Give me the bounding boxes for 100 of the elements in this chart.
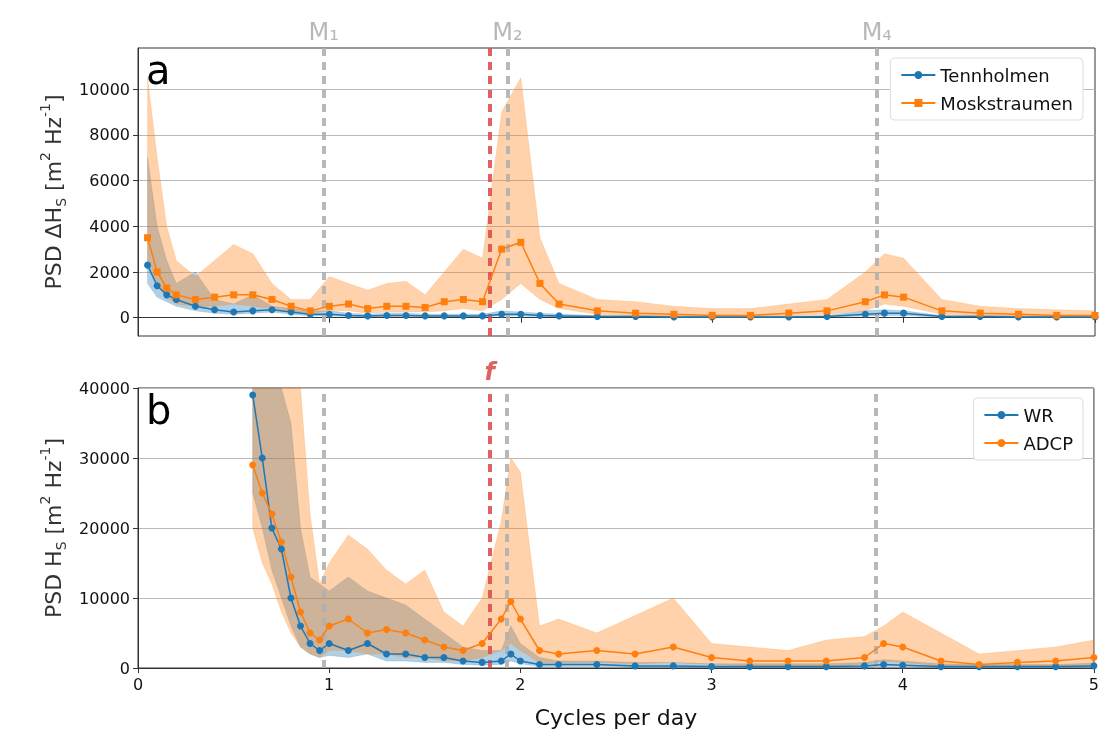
point: [536, 279, 544, 287]
point: [938, 313, 946, 321]
point: [363, 640, 371, 647]
point: [249, 461, 257, 469]
point: [325, 302, 333, 310]
point: [497, 657, 505, 665]
point: [144, 234, 152, 242]
point: [440, 312, 448, 320]
point: [172, 291, 180, 299]
point: [1090, 654, 1098, 661]
point: [880, 309, 888, 317]
x-tick-label: 4: [897, 674, 908, 694]
point: [249, 291, 257, 299]
point: [555, 650, 563, 658]
point: [402, 650, 410, 658]
point: [746, 657, 754, 665]
point: [861, 654, 868, 661]
legend-label: WR: [1023, 404, 1054, 426]
ref-line-label: M₂: [492, 18, 523, 46]
point: [402, 629, 410, 637]
y-tick-label: 40000: [79, 378, 130, 398]
point: [402, 311, 410, 319]
point: [230, 291, 238, 299]
point: [277, 545, 285, 553]
point: [861, 662, 868, 670]
point: [316, 636, 324, 644]
point: [516, 657, 524, 665]
point: [900, 293, 908, 301]
legend-label: Moskstraumen: [940, 92, 1073, 114]
point: [268, 306, 276, 314]
y-tick-label: 4000: [89, 216, 130, 236]
point: [345, 300, 353, 308]
point: [823, 313, 831, 321]
legend-label: ADCP: [1023, 432, 1074, 454]
point: [153, 268, 161, 276]
point: [191, 302, 199, 310]
point: [440, 654, 448, 661]
point: [421, 312, 429, 320]
point: [861, 310, 869, 318]
point: [459, 647, 467, 654]
point: [421, 303, 429, 311]
ref-line-label: M₁: [308, 18, 339, 46]
point: [498, 310, 506, 318]
point: [938, 307, 946, 315]
point: [976, 309, 984, 317]
point: [899, 643, 907, 651]
point: [344, 615, 352, 623]
x-tick-label: 5: [1088, 674, 1099, 694]
point: [268, 510, 276, 518]
point: [555, 661, 563, 668]
point: [144, 261, 152, 269]
point: [277, 538, 285, 546]
x-axis-title: Cycles per day: [534, 704, 698, 730]
y-tick-label: 0: [119, 658, 130, 678]
point: [402, 302, 410, 310]
y-tick-label: 6000: [89, 171, 130, 191]
point: [880, 640, 888, 647]
point: [1090, 662, 1098, 670]
point: [383, 302, 391, 310]
y-tick-label: 30000: [79, 448, 130, 468]
point: [822, 663, 830, 671]
point: [593, 313, 601, 321]
y-tick-label: 10000: [79, 588, 130, 608]
annotation: a: [146, 47, 171, 93]
point: [536, 311, 544, 319]
point: [297, 622, 304, 630]
point: [364, 305, 372, 313]
point: [535, 661, 543, 668]
point: [880, 291, 888, 299]
point: [555, 300, 563, 308]
point: [517, 238, 525, 246]
point: [507, 650, 515, 658]
point: [297, 608, 304, 616]
point: [822, 657, 830, 665]
point: [230, 308, 238, 316]
point: [507, 598, 515, 605]
point: [249, 391, 257, 399]
point: [316, 647, 324, 654]
annotation: b: [146, 387, 172, 433]
point: [498, 245, 506, 253]
point: [383, 650, 391, 658]
point: [669, 643, 677, 651]
y-axis-title: PSD ΔHS [m2 Hz-1]: [37, 94, 70, 290]
point: [479, 312, 487, 320]
point: [163, 284, 171, 292]
point: [325, 310, 333, 318]
point: [632, 309, 640, 317]
point: [899, 661, 907, 669]
point: [937, 663, 945, 671]
point: [306, 640, 314, 647]
ref-line-label: M₄: [861, 18, 892, 46]
point: [440, 298, 448, 306]
point: [363, 629, 371, 637]
point: [478, 658, 486, 666]
point: [191, 295, 199, 303]
point: [746, 663, 754, 671]
point: [459, 295, 467, 303]
point: [268, 524, 276, 532]
y-axis-title: PSD HS [m2 Hz-1]: [37, 437, 70, 619]
point: [593, 647, 601, 654]
